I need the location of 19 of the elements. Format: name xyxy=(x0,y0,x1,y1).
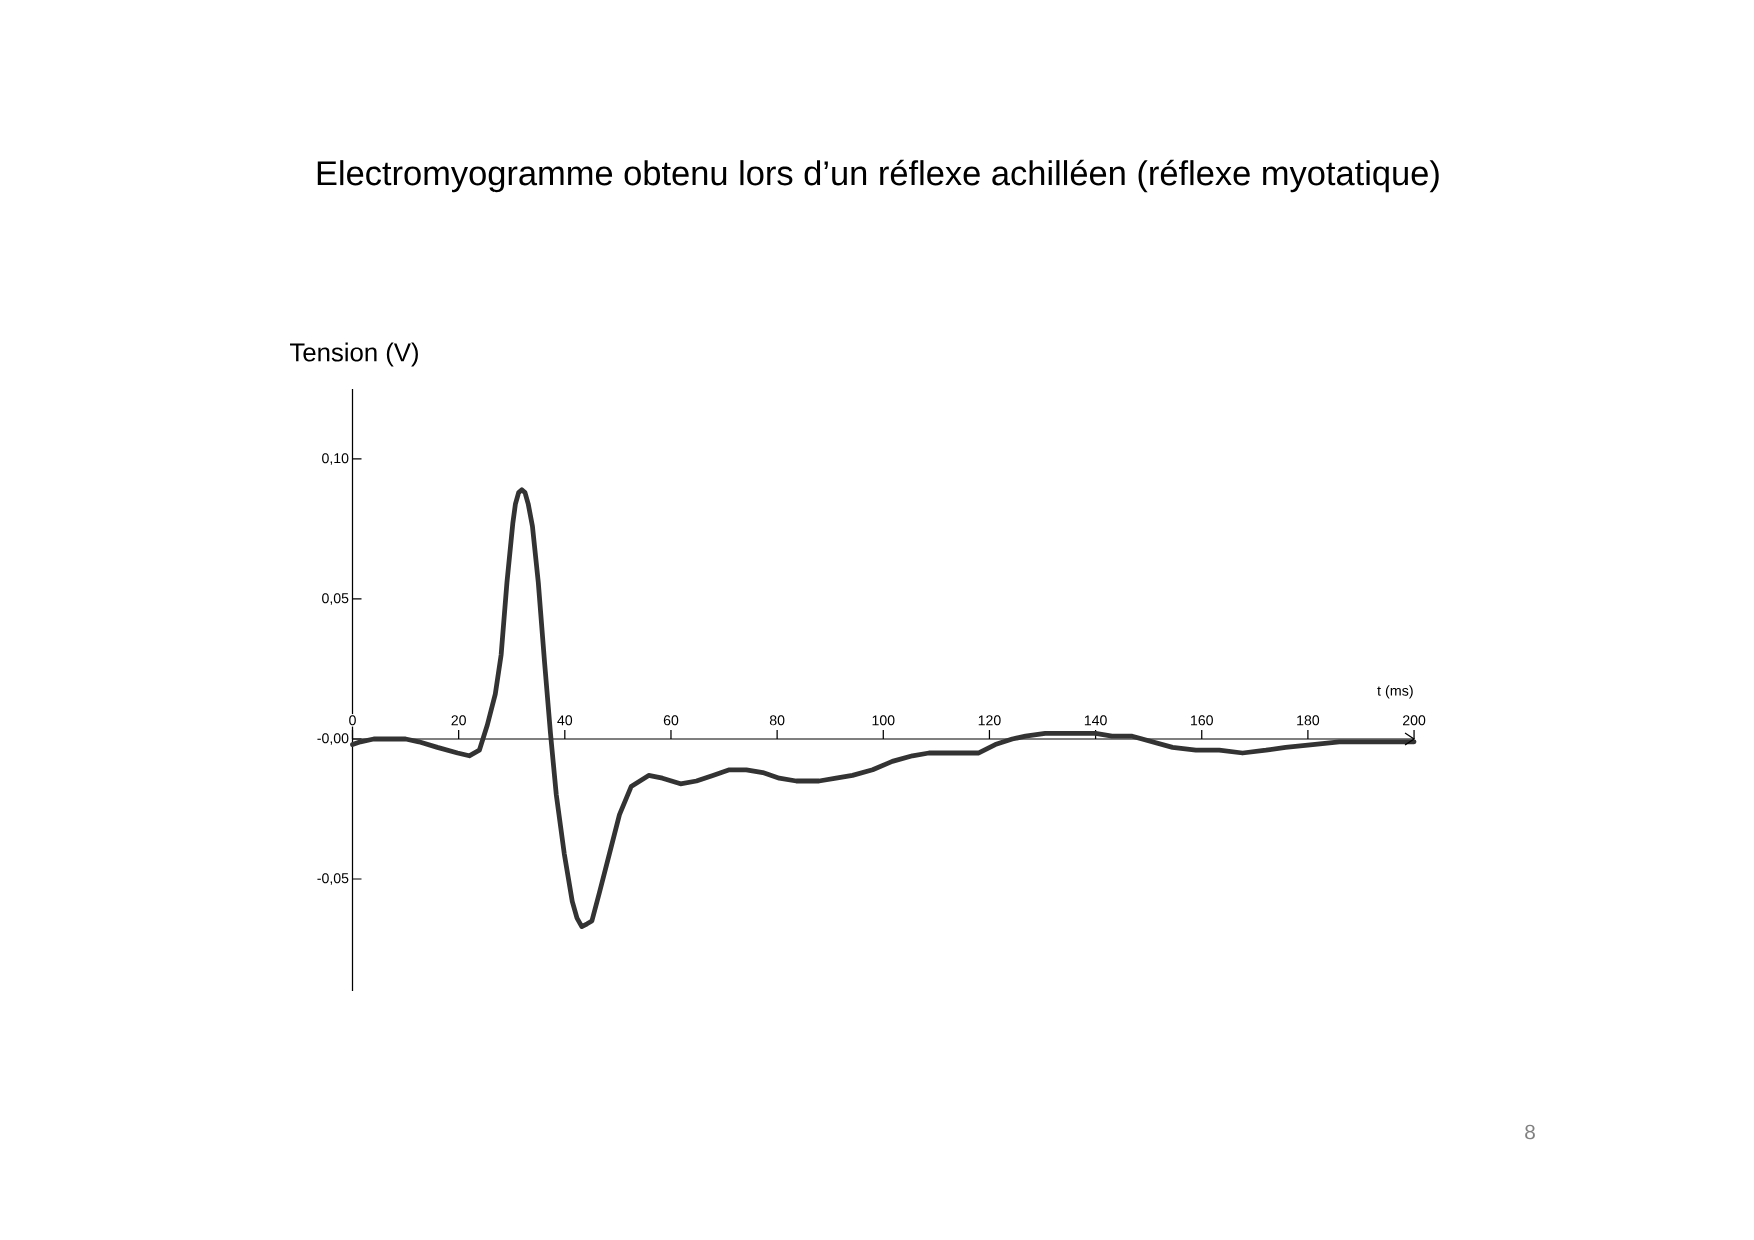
x-tick-label: 140 xyxy=(1084,715,1107,726)
y-tick-label: -0,00 xyxy=(317,733,349,745)
y-tick-label: 0,05 xyxy=(322,593,349,605)
y-tick-label: 0,10 xyxy=(322,453,349,465)
x-tick-label: 0 xyxy=(349,715,356,726)
x-tick-label: 80 xyxy=(769,715,785,726)
text: 8 xyxy=(1525,1124,1535,1140)
x-tick-label: 100 xyxy=(872,715,895,726)
x-tick-label: 20 xyxy=(451,715,466,726)
x-tick-label: 160 xyxy=(1191,715,1213,726)
x-tick-label: 60 xyxy=(663,715,679,726)
x-tick-label: 180 xyxy=(1297,715,1320,726)
y-tick-label: -0,05 xyxy=(317,873,349,885)
x-tick-label: 120 xyxy=(978,715,1001,726)
x-tick-label: 200 xyxy=(1403,715,1426,726)
y-axis-title: Tension (V) xyxy=(290,342,418,367)
x-tick-label: 40 xyxy=(557,715,573,726)
chart-title: Electromyogramme obtenu lors d’un réflexe achilléen (réflexe myotatique) xyxy=(317,159,1439,193)
x-axis-title: t (ms) xyxy=(1377,685,1413,699)
